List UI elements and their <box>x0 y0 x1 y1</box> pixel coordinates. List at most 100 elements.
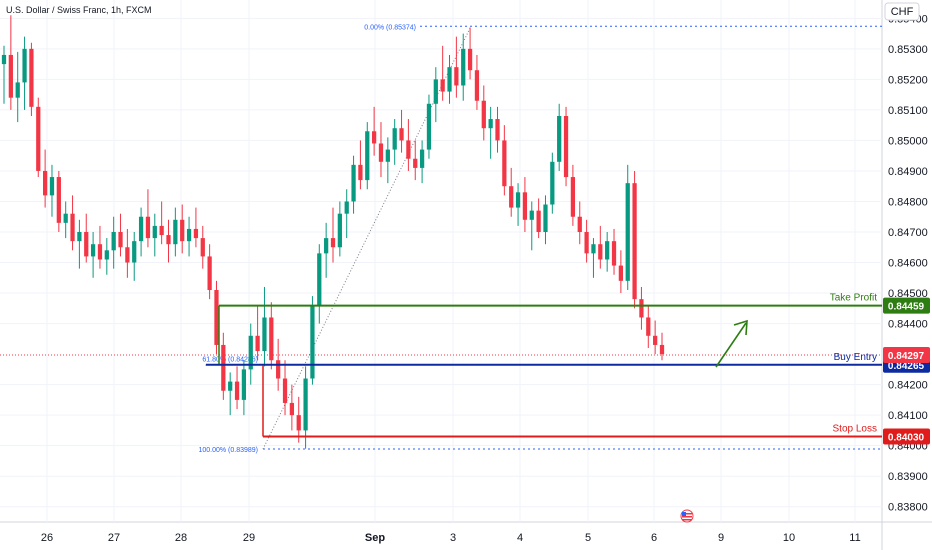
candle <box>474 54 480 110</box>
candle <box>406 119 411 171</box>
candle <box>337 201 342 257</box>
candle <box>577 201 582 245</box>
candle-body <box>97 244 103 260</box>
candle-body <box>29 48 34 107</box>
x-tick-label: Sep <box>365 532 385 544</box>
candle-body <box>570 177 576 217</box>
candle-body <box>125 247 130 263</box>
candle <box>632 170 637 309</box>
candle <box>269 302 274 370</box>
us-flag-icon[interactable] <box>680 509 694 523</box>
candle <box>639 286 644 330</box>
price-levels[interactable]: Take Profit Buy Entry Stop Loss <box>205 293 882 438</box>
candle <box>591 238 596 278</box>
candle <box>22 36 27 110</box>
candle-body <box>234 381 240 400</box>
stop-loss-label: Stop Loss <box>833 424 877 435</box>
candle-body <box>632 183 637 300</box>
candle-body <box>276 360 281 379</box>
candle <box>488 106 493 159</box>
candle <box>659 332 665 361</box>
candle <box>49 164 55 217</box>
candle-body <box>646 317 651 336</box>
candle-body <box>138 216 144 242</box>
candle-body <box>56 177 61 223</box>
candle <box>221 332 226 400</box>
candle-body <box>228 381 233 391</box>
candle-body <box>358 164 363 181</box>
candle-body <box>509 186 514 208</box>
candle-body <box>536 210 541 232</box>
candle <box>385 137 390 184</box>
fib-trend-line <box>262 26 472 450</box>
y-tick-label: 0.85000 <box>888 135 928 147</box>
x-tick-label: 6 <box>651 532 657 544</box>
candle <box>351 155 356 214</box>
candle <box>200 225 205 269</box>
candle-body <box>563 116 569 178</box>
candle <box>180 204 185 254</box>
candle <box>159 201 164 245</box>
candle-body <box>255 335 260 352</box>
candle-body <box>550 161 555 205</box>
candle-body <box>611 241 617 266</box>
x-tick-label: 5 <box>585 532 591 544</box>
candle-body <box>474 70 480 101</box>
x-tick-label: 26 <box>41 532 53 544</box>
time-axis[interactable]: 26 27 28 29 Sep 3 4 5 6 9 10 11 <box>41 532 861 544</box>
candle-body <box>186 228 192 242</box>
candle-body <box>63 213 68 223</box>
x-tick-label: 11 <box>849 532 860 544</box>
candle-body <box>591 244 596 254</box>
stop-loss-price-text: 0.84030 <box>888 433 925 444</box>
candle <box>509 167 514 217</box>
candle-body <box>351 164 356 202</box>
candle-body <box>22 48 27 83</box>
candle <box>125 228 130 278</box>
candle-body <box>214 290 219 345</box>
candle-body <box>303 378 308 431</box>
candle <box>43 149 48 208</box>
candle <box>522 177 528 232</box>
candle <box>214 280 219 355</box>
candle-body <box>200 238 205 257</box>
candle <box>255 305 260 361</box>
candle <box>557 103 562 171</box>
candle-body <box>454 67 459 86</box>
candle <box>605 232 610 272</box>
candle-body <box>481 100 486 129</box>
candle-body <box>221 344 226 391</box>
fib-mid-label: 61.80% (0.84286) <box>202 356 258 363</box>
candle <box>282 360 288 416</box>
candle <box>502 125 507 196</box>
candle <box>515 183 521 226</box>
candle-body <box>269 317 274 361</box>
candle-body <box>337 213 342 248</box>
currency-button[interactable] <box>884 2 920 21</box>
candle <box>1 45 7 104</box>
candle <box>618 250 623 294</box>
candle <box>399 109 404 153</box>
candle-body <box>77 232 82 242</box>
y-tick-label: 0.83900 <box>888 471 928 483</box>
candle-body <box>104 250 109 260</box>
candle-body <box>111 232 116 251</box>
current-price-text: 0.84297 <box>888 351 925 362</box>
candle <box>289 384 294 431</box>
candle <box>324 222 329 278</box>
candle <box>36 97 41 178</box>
candle <box>611 228 617 275</box>
candle-body <box>426 103 432 150</box>
candle <box>241 360 247 416</box>
candle <box>8 15 13 110</box>
buy-entry-label: Buy Entry <box>834 352 877 363</box>
candle <box>15 51 20 123</box>
fib-top-label: 0.00% (0.85374) <box>364 24 416 31</box>
candle <box>296 396 301 443</box>
candle <box>138 207 144 257</box>
fib-retracement[interactable]: 0.00% (0.85374) 61.80% (0.84286) 100.00% (… <box>0 24 882 454</box>
currency-label: CHF <box>891 6 914 18</box>
candle-body <box>515 192 521 208</box>
arrow-icon[interactable] <box>715 319 748 368</box>
candle-body <box>15 82 20 98</box>
